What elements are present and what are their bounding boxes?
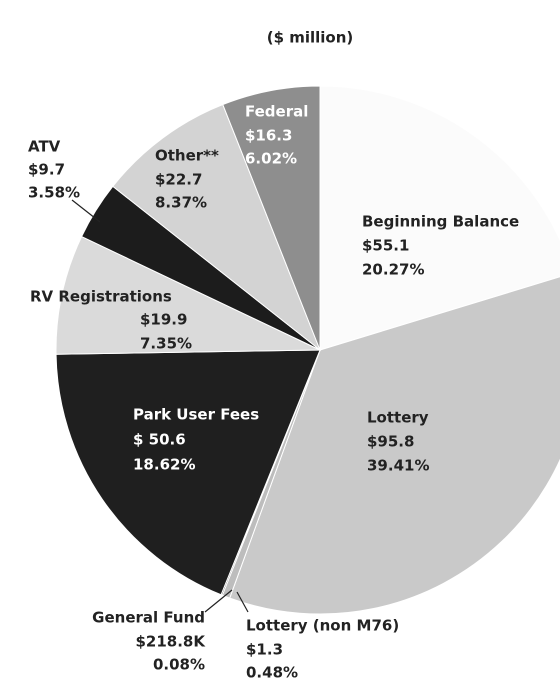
value-label: $22.7	[155, 171, 202, 189]
pie-slice	[112, 103, 322, 352]
value-label: $1.3	[246, 641, 283, 659]
percent-label: 20.27%	[362, 261, 424, 279]
percent-label: 39.41%	[367, 457, 429, 475]
leader-line	[236, 591, 249, 613]
value-label: $19.9	[140, 311, 187, 329]
value-label: $218.8K	[135, 633, 206, 651]
pie-slice	[222, 85, 321, 351]
slice-label: Lottery	[367, 409, 429, 427]
slice-label: Beginning Balance	[362, 213, 519, 231]
percent-label: 0.48%	[246, 664, 298, 681]
value-label: $9.7	[28, 161, 65, 179]
value-label: $95.8	[367, 433, 414, 451]
pie-slice	[229, 276, 560, 615]
slice-label: Federal	[245, 103, 308, 121]
slice-label: ATV	[28, 138, 61, 156]
slice-label: General Fund	[92, 609, 205, 627]
percent-label: 6.02%	[245, 150, 297, 168]
slice-label: Park User Fees	[133, 406, 259, 424]
slice-label: RV Registrations	[30, 288, 172, 306]
slice-label: Other**	[155, 147, 219, 165]
percent-label: 8.37%	[155, 194, 207, 212]
percent-label: 3.58%	[28, 184, 80, 202]
pie-slice	[55, 235, 321, 355]
leader-line	[71, 199, 101, 223]
value-label: $55.1	[362, 237, 409, 255]
pie	[55, 85, 560, 615]
percent-label: 7.35%	[140, 335, 192, 353]
value-label: $ 50.6	[133, 431, 186, 449]
chart-subtitle: ($ million)	[267, 29, 354, 47]
value-label: $16.3	[245, 127, 292, 145]
pie-slice	[319, 85, 560, 351]
percent-label: 18.62%	[133, 456, 195, 474]
slice-label: Lottery (non M76)	[246, 617, 399, 635]
leader-line	[204, 589, 233, 613]
labels: Beginning Balance $55.1 20.27% Lottery $95.8…	[28, 103, 519, 682]
percent-label: 0.08%	[153, 656, 205, 674]
pie-slice	[55, 349, 321, 596]
